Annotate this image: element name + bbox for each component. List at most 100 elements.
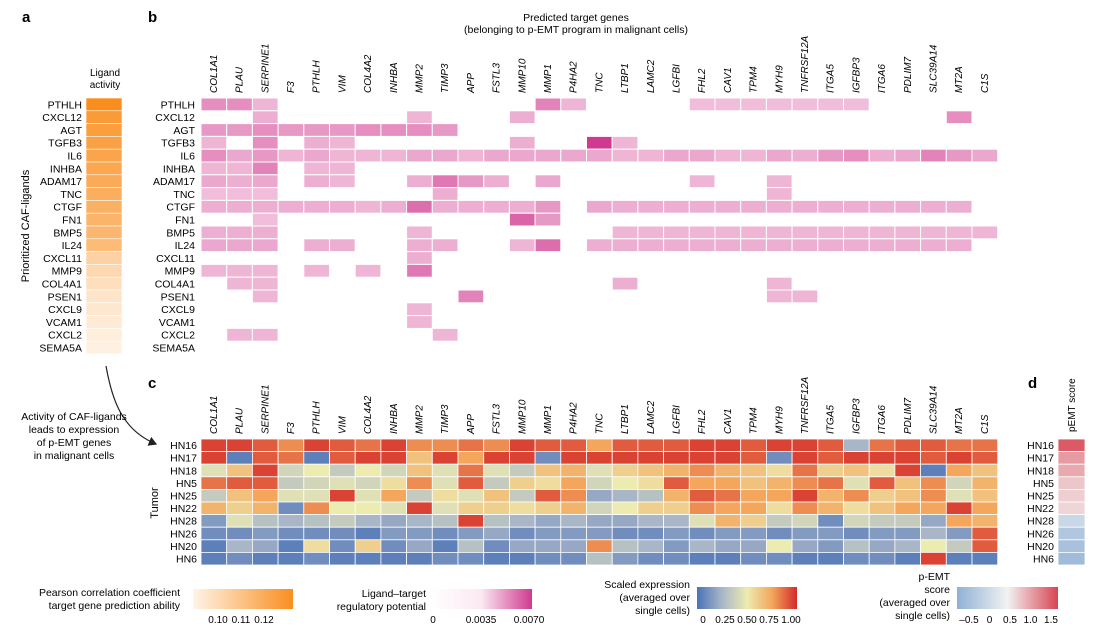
regulatory-cell bbox=[457, 174, 485, 189]
regulatory-cell bbox=[817, 97, 844, 112]
expression-cell bbox=[586, 451, 613, 465]
regulatory-cell bbox=[688, 225, 716, 240]
pemt-cell bbox=[1057, 514, 1086, 528]
expression-cell bbox=[945, 451, 973, 465]
regulatory-cell bbox=[740, 238, 767, 253]
regulatory-cell bbox=[945, 225, 973, 240]
regulatory-cell bbox=[920, 148, 947, 163]
ligand-activity-header-line2: activity bbox=[90, 80, 121, 91]
regulatory-cell bbox=[817, 238, 844, 253]
legend-pearson-title-line2: target gene prediction ability bbox=[49, 600, 181, 612]
expression-cell bbox=[663, 476, 690, 490]
target-gene-column-label: LGFBI bbox=[671, 64, 682, 93]
expression-cell bbox=[329, 539, 356, 553]
regulatory-cell bbox=[663, 225, 690, 240]
regulatory-row-label: BMP5 bbox=[166, 227, 195, 239]
regulatory-cell bbox=[200, 225, 228, 240]
regulatory-cell bbox=[663, 148, 690, 163]
regulatory-cell bbox=[251, 289, 279, 304]
regulatory-cell bbox=[406, 225, 433, 240]
expression-column-label: MMP1 bbox=[543, 405, 554, 434]
expression-cell bbox=[611, 514, 639, 528]
regulatory-cell bbox=[560, 97, 587, 112]
expression-cell bbox=[740, 526, 767, 541]
expression-cell bbox=[920, 501, 947, 516]
expression-cell bbox=[868, 438, 896, 453]
expression-cell bbox=[483, 526, 510, 541]
expression-cell bbox=[200, 501, 228, 516]
expression-cell bbox=[277, 488, 305, 503]
regulatory-cell bbox=[251, 161, 279, 176]
pemt-row-label: HN5 bbox=[1033, 478, 1054, 490]
expression-cell bbox=[663, 539, 690, 553]
expression-cell bbox=[894, 514, 922, 528]
expression-cell bbox=[843, 552, 870, 566]
regulatory-cell bbox=[251, 97, 279, 112]
regulatory-cell bbox=[406, 148, 433, 163]
ligand-row-label: BMP5 bbox=[53, 227, 82, 239]
regulatory-cell bbox=[303, 174, 330, 189]
regulatory-cell bbox=[611, 225, 639, 240]
regulatory-cell bbox=[791, 225, 819, 240]
regulatory-cell bbox=[817, 225, 844, 240]
pemt-row-label: HN25 bbox=[1027, 491, 1054, 503]
ligand-row-label: FN1 bbox=[62, 215, 82, 227]
expression-cell bbox=[688, 526, 716, 541]
regulatory-cell bbox=[663, 238, 690, 253]
target-gene-column-label: INHBA bbox=[389, 62, 400, 93]
regulatory-cell bbox=[226, 276, 253, 291]
regulatory-cell bbox=[637, 225, 665, 240]
expression-cell bbox=[843, 451, 870, 465]
expression-cell bbox=[226, 514, 253, 528]
legend-pearson-tick: 0.12 bbox=[254, 615, 274, 626]
expression-cell bbox=[945, 501, 973, 516]
regulatory-cell bbox=[406, 199, 433, 214]
regulatory-cell bbox=[406, 174, 433, 189]
expression-cell bbox=[817, 514, 844, 528]
expression-cell bbox=[791, 539, 819, 553]
expression-cell bbox=[843, 501, 870, 516]
expression-cell bbox=[766, 501, 793, 516]
regulatory-cell bbox=[329, 199, 356, 214]
ligand-activity-cell bbox=[85, 110, 123, 124]
expression-cell bbox=[508, 526, 536, 541]
target-gene-column-label: COL4A2 bbox=[363, 54, 374, 93]
expression-cell bbox=[843, 526, 870, 541]
regulatory-cell bbox=[586, 148, 613, 163]
expression-column-label: PDLIM7 bbox=[903, 397, 914, 434]
expression-cell bbox=[766, 539, 793, 553]
regulatory-cell bbox=[714, 199, 742, 214]
regulatory-cell bbox=[560, 148, 587, 163]
expression-cell bbox=[508, 463, 536, 478]
regulatory-row-label: FN1 bbox=[175, 215, 195, 227]
expression-cell bbox=[945, 488, 973, 503]
regulatory-cell bbox=[586, 238, 613, 253]
expression-cell bbox=[688, 539, 716, 553]
regulatory-cell bbox=[508, 199, 536, 214]
expression-cell bbox=[586, 476, 613, 490]
expression-cell bbox=[226, 451, 253, 465]
regulatory-cell bbox=[457, 148, 485, 163]
expression-cell bbox=[457, 539, 485, 553]
expression-cell bbox=[406, 463, 433, 478]
ligand-activity-cell bbox=[85, 148, 123, 163]
expression-cell bbox=[611, 539, 639, 553]
expression-cell bbox=[457, 438, 485, 453]
legend-expression-tick: 0 bbox=[700, 615, 706, 626]
legend-expression-tick: 1.00 bbox=[781, 615, 801, 626]
expression-cell bbox=[817, 501, 844, 516]
legend-expression-title-line3: single cells) bbox=[635, 605, 690, 617]
expression-cell bbox=[483, 501, 510, 516]
expression-cell bbox=[406, 438, 433, 453]
regulatory-cell bbox=[894, 238, 922, 253]
pemt-cell bbox=[1057, 451, 1086, 465]
legend-pemt-colorbar bbox=[957, 587, 1058, 609]
expression-cell bbox=[354, 501, 382, 516]
expression-cell bbox=[380, 463, 407, 478]
regulatory-cell bbox=[508, 212, 536, 227]
regulatory-cell bbox=[251, 135, 279, 150]
expression-cell bbox=[637, 514, 665, 528]
regulatory-cell bbox=[534, 148, 562, 163]
regulatory-cell bbox=[945, 199, 973, 214]
